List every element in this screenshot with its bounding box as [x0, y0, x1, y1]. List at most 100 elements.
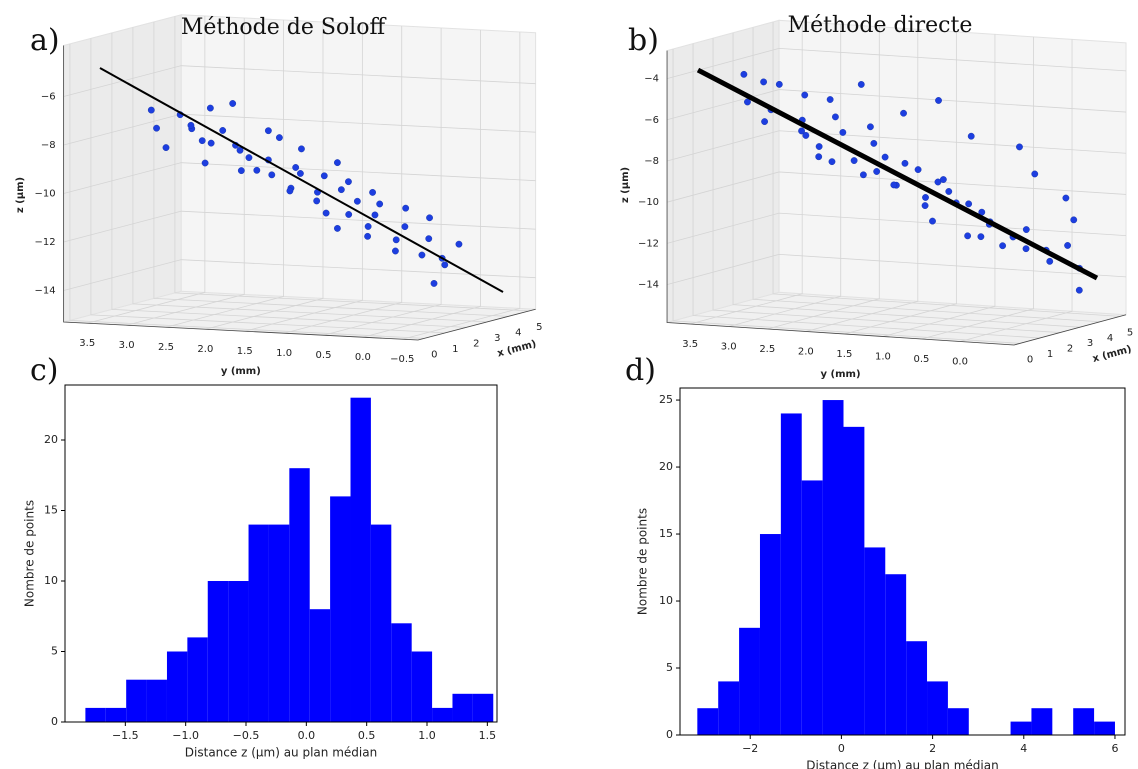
y-axis-label: Nombre de points [23, 500, 37, 607]
x-tick-label: 4 [1020, 742, 1027, 755]
x-tick-label: 4 [1107, 333, 1113, 344]
bar [85, 707, 106, 722]
x-tick-label: 0 [431, 349, 437, 360]
axis-line [666, 50, 1127, 346]
y-tick-label: 15 [659, 527, 673, 540]
x-tick-label: −0.5 [233, 729, 260, 742]
y-tick-label: 1.0 [875, 352, 891, 363]
bar [105, 707, 127, 722]
grid-line [805, 29, 919, 332]
x-tick-label: 5 [1127, 327, 1133, 338]
y-tick-label: 0.5 [316, 350, 332, 361]
plot-frame [64, 384, 498, 723]
bar [289, 468, 310, 722]
grid-line [362, 29, 481, 338]
z-tick-label: −12 [638, 238, 659, 249]
data-point [392, 236, 400, 244]
grid-line [284, 25, 403, 334]
x-tick-label: −1.5 [112, 729, 139, 742]
grid-line [690, 21, 803, 325]
data-point [441, 261, 449, 269]
x-tick-label: −2 [742, 742, 758, 755]
z-tick-label: −10 [638, 197, 659, 208]
data-point [873, 168, 881, 175]
data-point [187, 121, 195, 129]
data-point [826, 96, 834, 103]
data-point [298, 145, 305, 153]
data-point [1016, 143, 1023, 151]
bar [391, 623, 412, 722]
data-point [839, 129, 847, 136]
data-point [334, 159, 341, 167]
data-point [881, 153, 889, 161]
bar [472, 693, 494, 722]
data-point [345, 211, 353, 218]
y-tick-label: 3.0 [119, 340, 135, 351]
data-point [901, 159, 909, 167]
y-tick-label: 1.0 [276, 348, 292, 359]
bar [822, 400, 844, 735]
y-tick-label: 0 [51, 715, 58, 728]
grid-line [772, 21, 1121, 317]
data-point [292, 164, 300, 171]
bar [432, 707, 453, 722]
bar [370, 524, 392, 722]
x-axis-label: x (mm) [1091, 344, 1132, 365]
x-tick-label: 5 [536, 322, 542, 333]
data-point [430, 280, 438, 287]
bar [1010, 721, 1032, 735]
grid-line [323, 27, 442, 336]
y-tick-label: 0.0 [952, 357, 968, 368]
data-point [371, 211, 379, 219]
z-tick-label: −10 [35, 188, 56, 199]
grid-line [111, 32, 467, 328]
grid-line [132, 27, 488, 323]
grid-line [672, 48, 1021, 344]
data-point [147, 106, 155, 114]
z-axis-label: z (µm) [15, 177, 26, 213]
chart-title: Méthode directe [788, 13, 973, 38]
bar [126, 679, 147, 722]
grid-line [666, 253, 1127, 285]
data-point [1070, 216, 1078, 224]
x-tick-label: 0 [838, 742, 845, 755]
y-axis-label: y (mm) [821, 369, 861, 380]
y-tick-label: 10 [659, 594, 673, 607]
data-point [275, 134, 283, 142]
data-point [832, 113, 839, 121]
data-point [1062, 194, 1070, 202]
grid-line [90, 38, 446, 334]
y-tick-label: 3.0 [721, 342, 737, 353]
x-tick-label: 1.0 [418, 729, 436, 742]
panel-label: c) [30, 353, 59, 388]
bar [411, 651, 433, 722]
bar [146, 679, 167, 722]
panel-label: d) [625, 353, 656, 388]
z-tick-label: −4 [644, 74, 659, 85]
data-point [286, 187, 294, 195]
bar [187, 637, 208, 722]
y-tick-label: −0.5 [390, 354, 414, 365]
data-point [268, 171, 276, 179]
data-point [740, 70, 748, 78]
chart-title: Méthode de Soloff [181, 15, 387, 40]
grid-line [69, 43, 425, 339]
grid-line [666, 89, 1127, 121]
data-point [1022, 226, 1030, 233]
grid-line [666, 47, 1127, 79]
grid-line [63, 210, 536, 243]
data-point [418, 251, 426, 259]
bar [759, 534, 781, 735]
y-tick-label: 25 [659, 393, 673, 406]
panel-label: a) [30, 23, 60, 58]
bar [780, 413, 802, 735]
data-point [401, 223, 409, 231]
data-point [945, 188, 953, 195]
y-tick-label: 2.5 [759, 344, 775, 355]
panel-label: b) [628, 23, 659, 58]
grid-line [402, 31, 521, 340]
y-tick-label: 1.5 [237, 346, 253, 357]
data-point [775, 80, 783, 88]
x-tick-label: −1.0 [172, 729, 199, 742]
